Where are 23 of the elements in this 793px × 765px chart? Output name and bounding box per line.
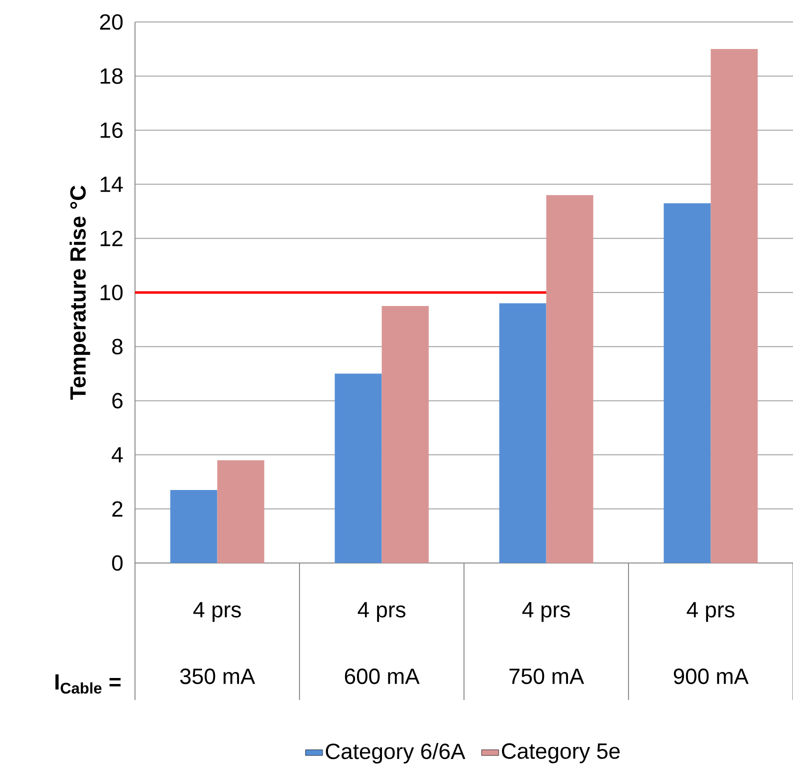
y-tick-label: 0 (112, 555, 123, 571)
legend-label: Category 5e (502, 743, 620, 764)
y-tick-label: 16 (100, 122, 123, 138)
legend-label: Category 6/6A (326, 743, 466, 764)
y-axis-title: Temperature Rise °C (70, 186, 90, 400)
text: 4 prs (358, 602, 406, 622)
x-tick-label: 600 mA (344, 668, 420, 684)
y-tick-label: 12 (100, 230, 122, 246)
y-tick-label: 6 (112, 392, 123, 408)
text: 4 prs (522, 602, 570, 622)
y-tick-label: 2 (112, 501, 122, 517)
y-tick-label: 10 (100, 284, 123, 300)
x-tick-label: 900 mA (674, 668, 749, 684)
x-tick-label: 750 mA (509, 668, 584, 684)
text: I$_{Cable}$ = (55, 674, 121, 694)
y-tick-label: 4 (112, 447, 123, 462)
y-tick-label: 20 (100, 14, 123, 30)
y-tick-label: 8 (112, 338, 123, 354)
x-tick-label: 350 mA (180, 668, 256, 684)
text: 4 prs (193, 602, 241, 622)
text: 4 prs (686, 602, 734, 622)
y-tick-label: 14 (100, 176, 123, 192)
y-tick-label: 18 (100, 68, 123, 84)
